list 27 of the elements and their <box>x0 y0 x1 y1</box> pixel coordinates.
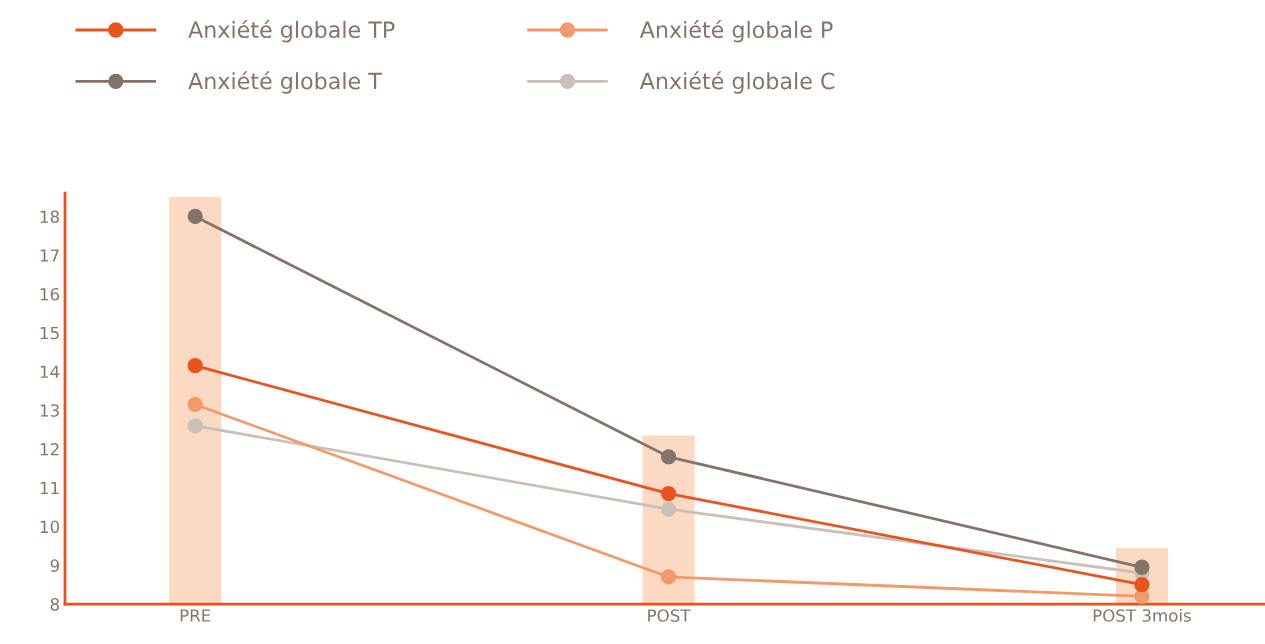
point <box>660 569 677 585</box>
point <box>187 418 203 434</box>
y-tick-label: 12 <box>40 442 59 456</box>
y-tick-label: 13 <box>40 404 59 417</box>
point <box>187 208 203 225</box>
y-tick-label: 17 <box>40 249 59 262</box>
y-tick-label: 18 <box>40 210 60 224</box>
y-tick-label: 11 <box>40 481 59 495</box>
y-tick-label: 16 <box>40 287 60 301</box>
point <box>1134 577 1150 593</box>
y-tick-label: 15 <box>40 326 59 340</box>
y-tick-label: 9 <box>50 559 59 572</box>
legend-label: Anxiété globale P <box>639 20 833 43</box>
point <box>187 396 203 413</box>
point <box>660 501 677 517</box>
point <box>187 358 203 374</box>
point <box>660 449 677 465</box>
legend-label: Anxiété globale TP <box>188 20 395 43</box>
y-tick-label: 8 <box>50 598 60 611</box>
x-tick-label: POST <box>648 609 691 622</box>
legend-label: Anxiété globale T <box>188 71 382 94</box>
legend-label: Anxiété globale C <box>639 71 835 94</box>
y-tick-label: 10 <box>40 520 60 534</box>
x-tick-label: PRE <box>180 609 211 622</box>
x-tick-label: POST 3mois <box>1093 608 1191 622</box>
point <box>660 485 677 502</box>
y-tick-label: 14 <box>40 365 60 378</box>
